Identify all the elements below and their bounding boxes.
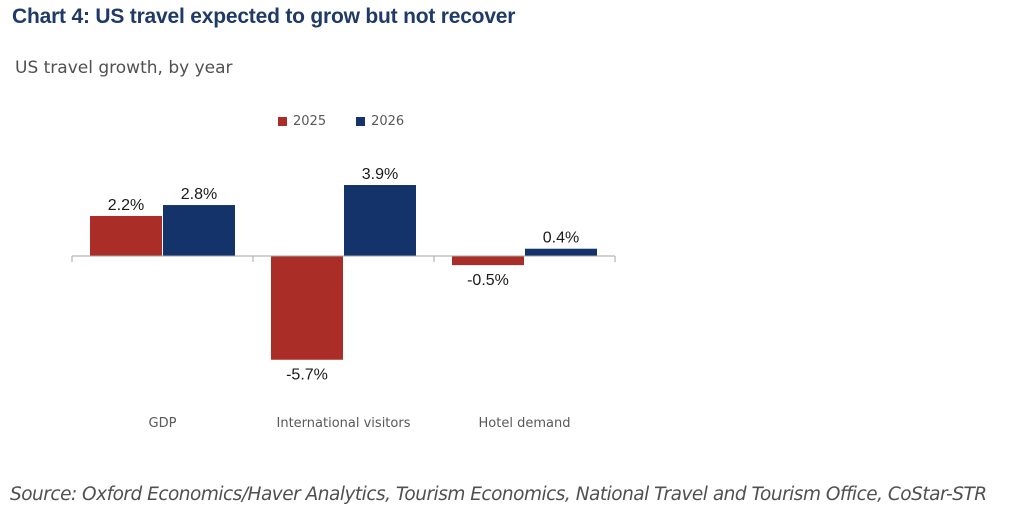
bar-2025-0 <box>90 215 162 256</box>
data-label-2026-1: 3.9% <box>362 166 398 183</box>
category-label-0: GDP <box>149 416 177 431</box>
legend-item-2026: 2026 <box>356 114 404 129</box>
category-label-1: International visitors <box>277 416 411 431</box>
data-label-2025-2: -0.5% <box>467 272 509 289</box>
data-label-2025-1: -5.7% <box>286 367 328 384</box>
bar-2025-1 <box>271 256 343 360</box>
data-label-2026-0: 2.8% <box>181 186 217 203</box>
legend: 2025 2026 <box>278 114 404 129</box>
bar-2026-2 <box>525 248 597 256</box>
legend-label-2026: 2026 <box>371 114 405 129</box>
legend-label-2025: 2025 <box>293 114 327 129</box>
data-label-2025-0: 2.2% <box>108 197 144 214</box>
bar-2025-2 <box>452 256 524 266</box>
source-note: Source: Oxford Economics/Haver Analytics… <box>10 484 987 505</box>
category-label-2: Hotel demand <box>479 416 571 431</box>
legend-item-2025: 2025 <box>278 114 326 129</box>
chart-subtitle: US travel growth, by year <box>15 58 233 78</box>
bar-2026-0 <box>163 205 235 256</box>
data-label-2026-2: 0.4% <box>543 230 579 247</box>
legend-swatch-2025 <box>278 117 287 126</box>
legend-swatch-2026 <box>356 117 366 126</box>
bar-2026-1 <box>344 185 416 256</box>
chart-title: Chart 4: US travel expected to grow but … <box>12 5 516 28</box>
